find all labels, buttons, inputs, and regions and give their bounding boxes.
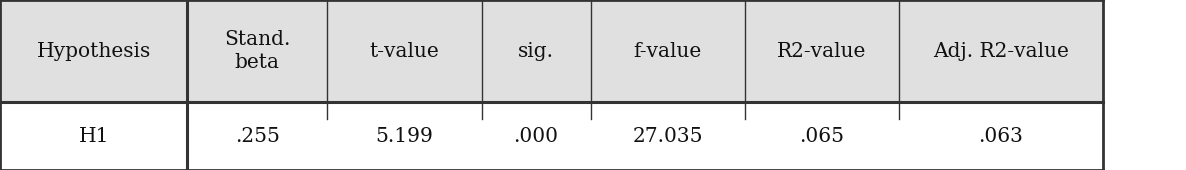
Text: .255: .255 xyxy=(235,126,280,146)
Text: sig.: sig. xyxy=(518,41,554,61)
Text: H1: H1 xyxy=(78,126,109,146)
Text: .063: .063 xyxy=(978,126,1024,146)
Text: .000: .000 xyxy=(514,126,559,146)
Text: 5.199: 5.199 xyxy=(376,126,433,146)
Text: Adj. R2-value: Adj. R2-value xyxy=(933,41,1069,61)
Text: Stand.
beta: Stand. beta xyxy=(224,30,291,72)
Text: R2-value: R2-value xyxy=(777,41,867,61)
Bar xyxy=(0,102,1103,170)
Bar xyxy=(0,0,1103,102)
Text: .065: .065 xyxy=(799,126,844,146)
Text: f-value: f-value xyxy=(633,41,702,61)
Text: 27.035: 27.035 xyxy=(632,126,703,146)
Text: Hypothesis: Hypothesis xyxy=(37,41,151,61)
Text: t-value: t-value xyxy=(370,41,439,61)
